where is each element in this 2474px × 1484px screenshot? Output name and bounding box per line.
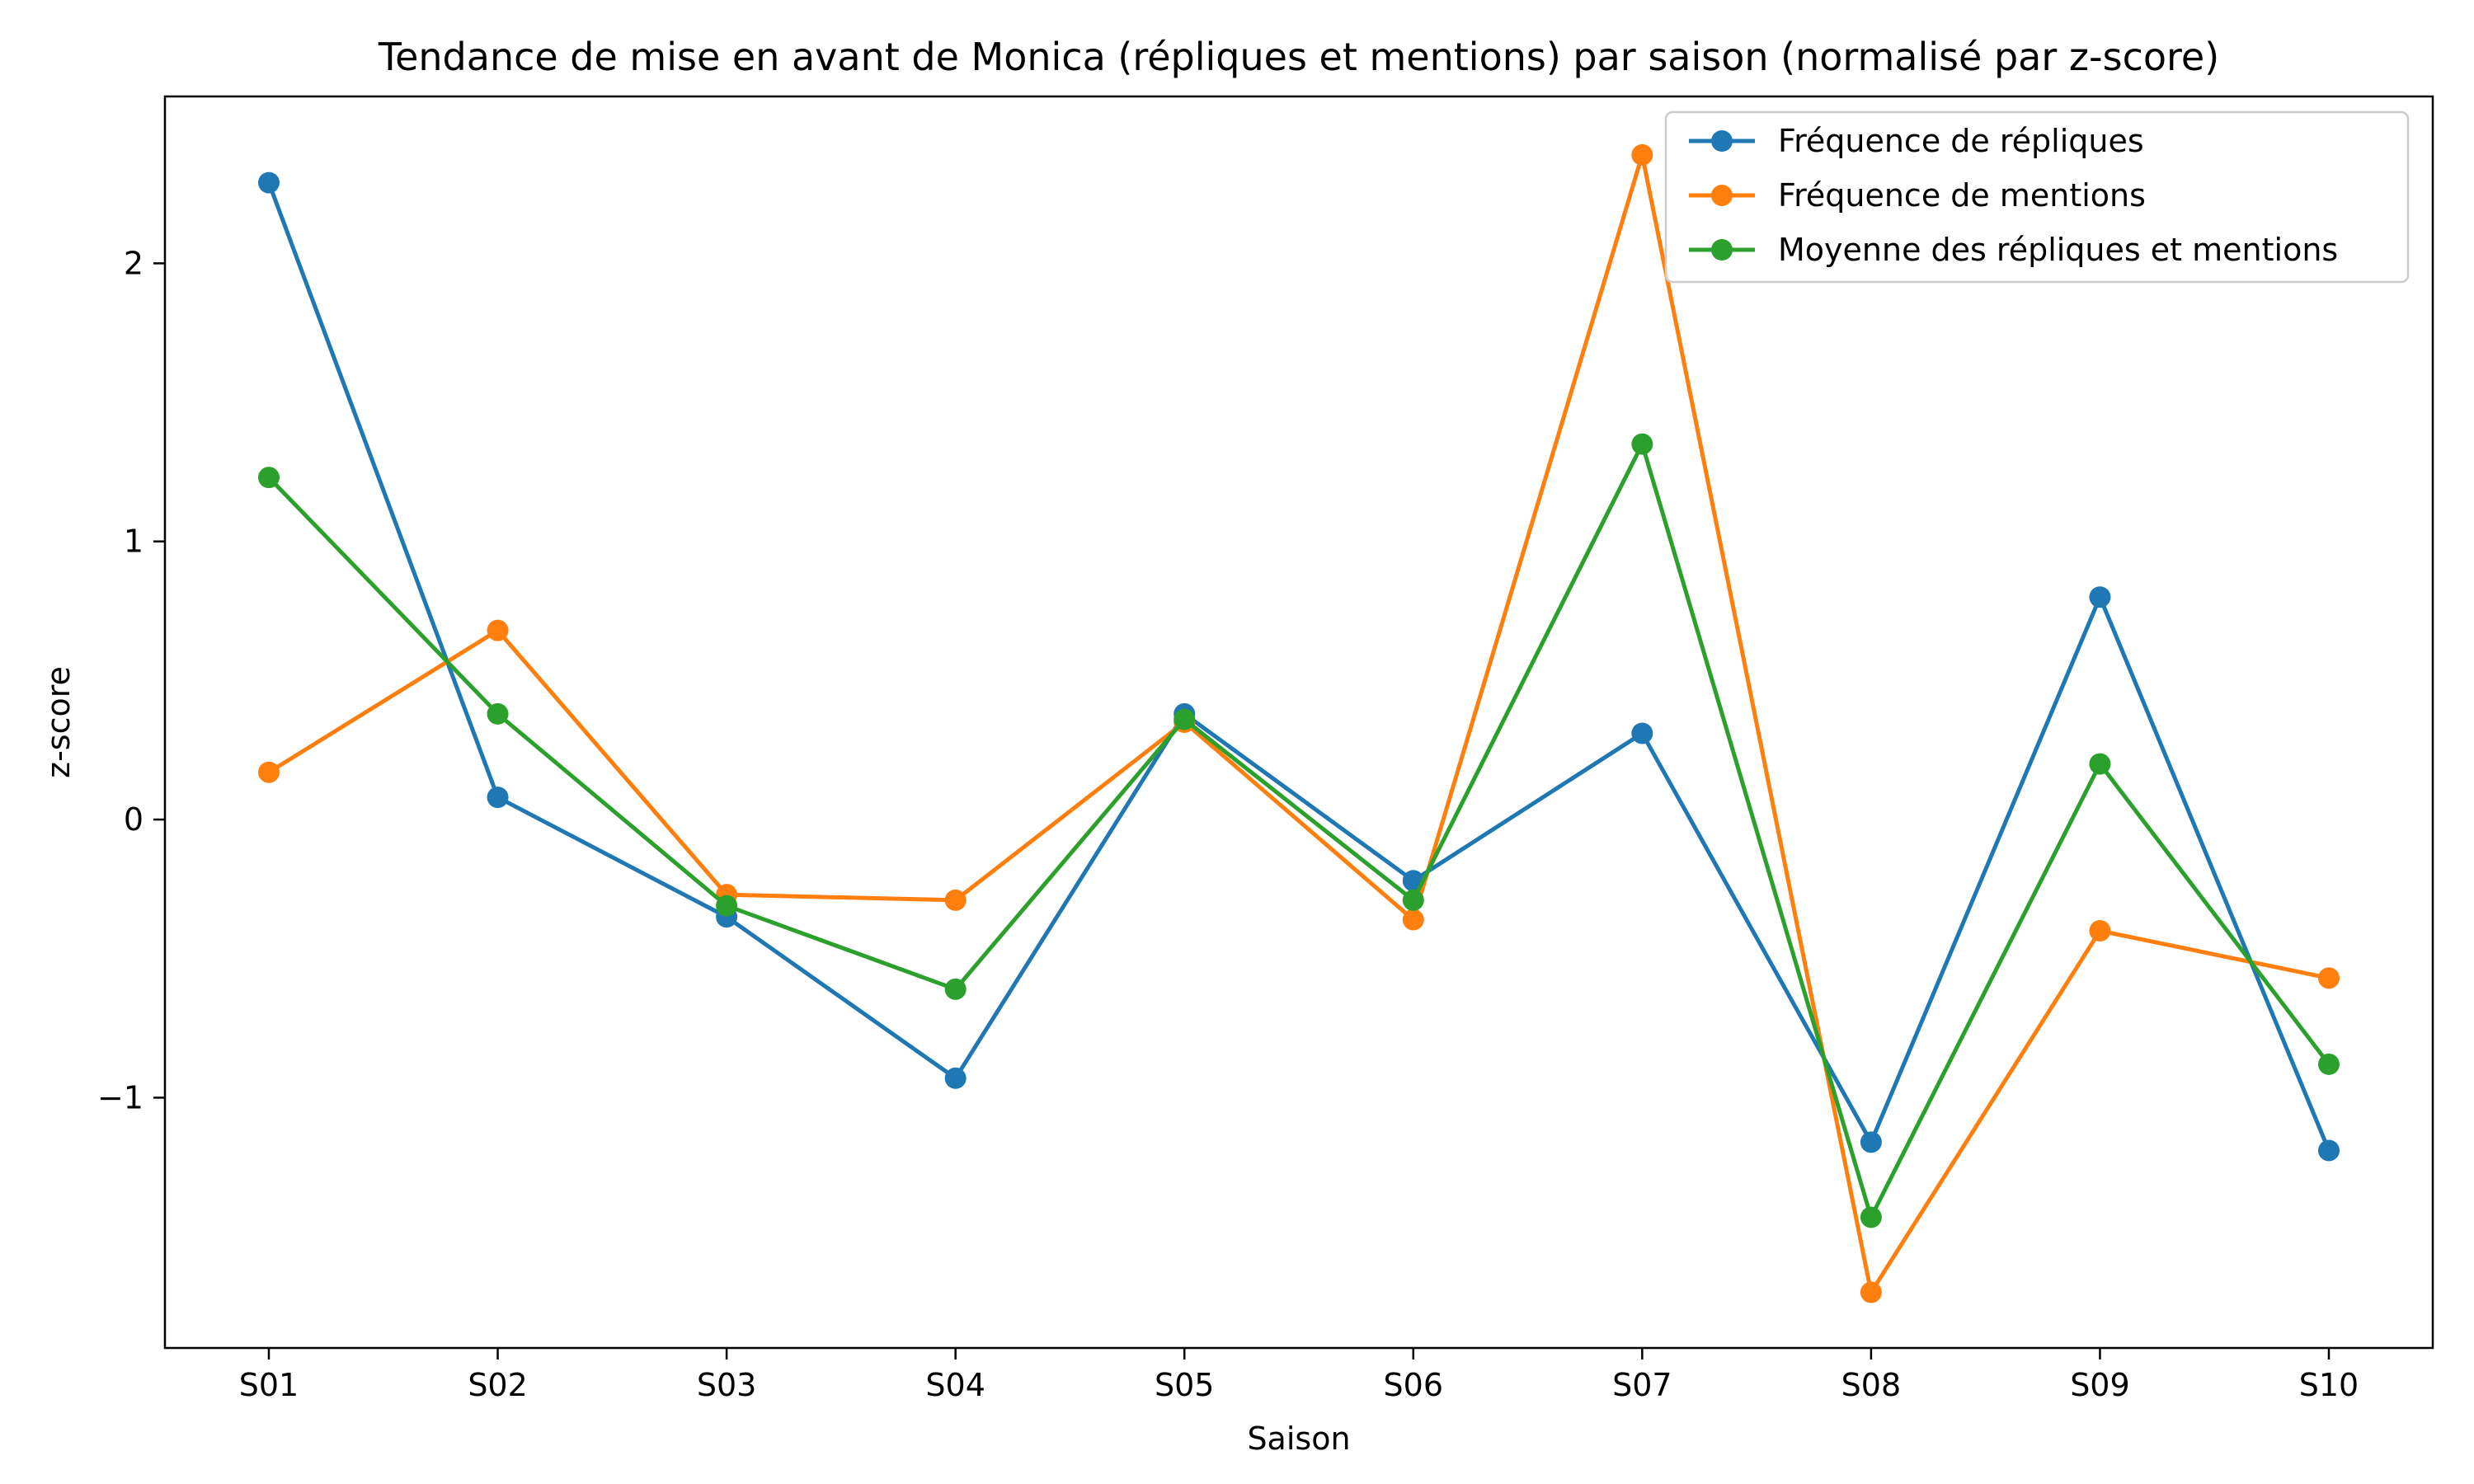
data-point [487,702,509,725]
data-point [716,895,738,917]
data-point [487,787,509,809]
data-point [944,1067,967,1089]
data-point [2318,967,2340,989]
series-group [258,433,2340,1228]
legend-box [1664,110,2410,284]
data-point [1860,1206,1882,1228]
y-axis: −1 0 1 2 [97,245,165,1115]
series-line [267,442,2331,1219]
y-axis-label: z-score [40,666,77,778]
x-tick-label: S04 [925,1367,985,1403]
series-line [267,153,2330,1295]
chart-title: Tendance de mise en avant de Monica (rép… [378,35,2219,79]
x-axis: S01 S02 S03 S04 S05 S06 S07 S08 S09 S10 [239,1348,2359,1403]
x-tick-label: S03 [697,1367,756,1403]
data-point [1402,889,1424,911]
legend-label: Moyenne des répliques et mentions [1778,232,2338,268]
legend-marker-swatch [1711,185,1733,206]
legend: Fréquence de répliques Fréquence de menti… [1664,110,2410,284]
data-point [1860,1131,1882,1153]
legend-label: Fréquence de mentions [1778,177,2146,214]
x-tick-label: S06 [1384,1367,1443,1403]
x-tick-label: S09 [2070,1367,2129,1403]
plot-area-frame [163,95,2434,1350]
data-point [1860,1281,1882,1303]
data-point [258,467,280,489]
x-tick-label: S10 [2299,1367,2359,1403]
data-point [944,889,967,911]
data-point [1402,909,1424,931]
y-tick-label: 0 [124,801,143,838]
data-point [258,761,280,783]
data-point [1174,708,1196,730]
data-point [2089,920,2111,942]
x-tick-label: S08 [1841,1367,1901,1403]
y-tick-label: 1 [124,524,143,560]
data-point [2318,1053,2340,1075]
legend-marker-swatch [1711,130,1733,152]
x-tick-label: S01 [239,1367,299,1403]
data-point [944,978,967,1000]
data-point [1631,433,1653,455]
data-point [258,171,280,194]
x-axis-label: Saison [1247,1421,1350,1457]
y-tick-label: −1 [97,1079,143,1115]
data-point [2089,586,2111,608]
x-tick-label: S05 [1155,1367,1214,1403]
series-group [258,143,2340,1303]
series-line [266,181,2331,1152]
series-group [258,171,2340,1162]
data-point [1631,722,1653,744]
legend-label: Fréquence de répliques [1778,123,2144,159]
data-point [2318,1139,2340,1162]
x-tick-label: S02 [468,1367,527,1403]
data-point [2089,753,2111,775]
x-tick-label: S07 [1612,1367,1672,1403]
series-layer [258,143,2340,1303]
data-point [1631,143,1653,166]
y-tick-label: 2 [124,245,143,281]
data-point [487,619,509,641]
legend-marker-swatch [1711,239,1733,261]
